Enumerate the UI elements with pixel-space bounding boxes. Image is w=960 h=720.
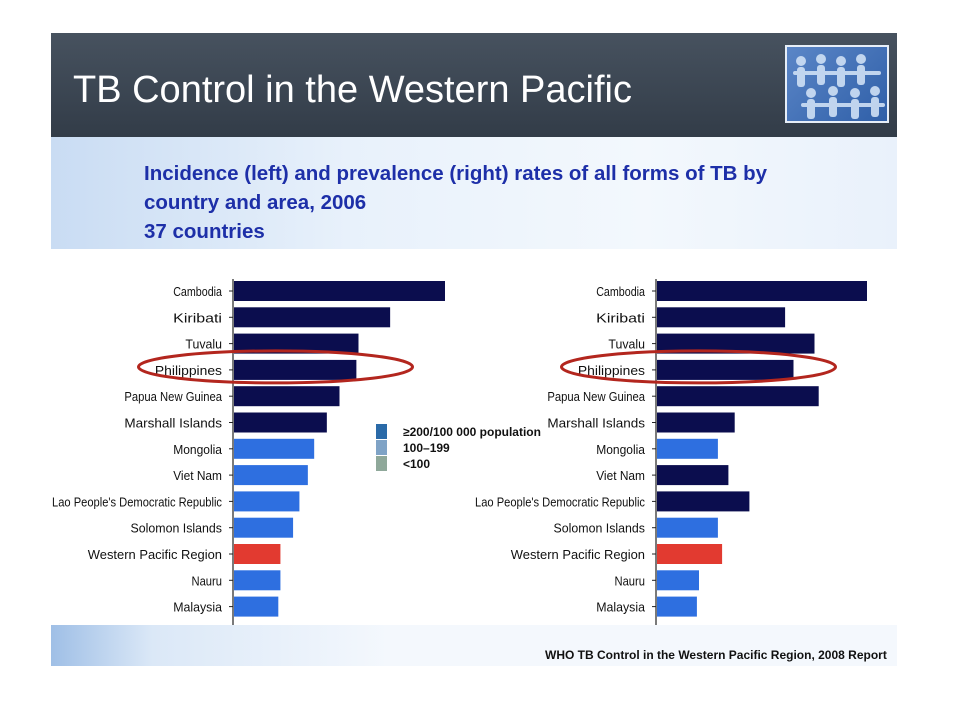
incidence-chart: Cambodia Kiribati Tuvalu Philippines Papua N… bbox=[52, 279, 445, 625]
incidence-category-label: Nauru bbox=[192, 573, 223, 588]
incidence-category-label: Western Pacific Region bbox=[88, 547, 222, 562]
prevalence-bar bbox=[657, 596, 697, 617]
source-citation: WHO TB Control in the Western Pacific Re… bbox=[545, 648, 887, 662]
incidence-category-label: Kiribati bbox=[173, 310, 222, 325]
incidence-category-label: Philippines bbox=[155, 363, 223, 378]
slide-title: TB Control in the Western Pacific bbox=[73, 69, 632, 111]
incidence-category-label: Viet Nam bbox=[173, 468, 222, 483]
incidence-category-label: Mongolia bbox=[173, 442, 223, 457]
prevalence-bar bbox=[657, 359, 794, 380]
prevalence-category-label: Tuvalu bbox=[608, 337, 645, 352]
incidence-highlight-ring bbox=[137, 349, 414, 385]
title-bar: TB Control in the Western Pacific bbox=[51, 33, 897, 137]
incidence-bar bbox=[234, 307, 391, 328]
incidence-category-label: Solomon Islands bbox=[131, 521, 223, 536]
subtitle-line-1: Incidence (left) and prevalence (right) … bbox=[144, 162, 768, 185]
prevalence-category-label: Cambodia bbox=[596, 284, 645, 299]
prevalence-bar bbox=[657, 465, 729, 486]
incidence-bar bbox=[234, 359, 357, 380]
prevalence-bar bbox=[657, 281, 867, 301]
people-chain-logo-icon bbox=[785, 45, 889, 123]
chart-area: Cambodia Kiribati Tuvalu Philippines Papua N… bbox=[51, 249, 897, 625]
incidence-category-label: Tuvalu bbox=[185, 337, 222, 352]
prevalence-bar bbox=[657, 307, 786, 328]
legend-label: 100–199 bbox=[403, 441, 450, 455]
subtitle-line-3: 37 countries bbox=[144, 220, 265, 243]
prevalence-category-label: Western Pacific Region bbox=[511, 547, 645, 562]
prevalence-highlight-ring bbox=[560, 349, 837, 385]
prevalence-category-label: Nauru bbox=[615, 573, 646, 588]
legend-swatch bbox=[376, 440, 387, 455]
incidence-category-label: Malaysia bbox=[173, 600, 223, 615]
footer-band bbox=[51, 625, 897, 666]
prevalence-bar bbox=[657, 438, 718, 459]
legend-label: ≥200/100 000 population bbox=[403, 425, 541, 439]
prevalence-bar bbox=[657, 570, 699, 591]
incidence-bar bbox=[234, 596, 279, 617]
prevalence-bar bbox=[657, 491, 750, 512]
incidence-bar bbox=[234, 386, 340, 407]
incidence-category-label: Papua New Guinea bbox=[124, 389, 222, 404]
subtitle-band bbox=[51, 137, 897, 249]
incidence-bar bbox=[234, 570, 281, 591]
prevalence-category-label: Solomon Islands bbox=[554, 521, 646, 536]
prevalence-category-label: Viet Nam bbox=[596, 468, 645, 483]
slide: TB Control in the Western Pacific bbox=[51, 33, 897, 666]
prevalence-bar bbox=[657, 333, 815, 354]
prevalence-category-label: Mongolia bbox=[596, 442, 646, 457]
incidence-category-label: Marshall Islands bbox=[124, 416, 222, 431]
legend-swatch bbox=[376, 424, 387, 439]
incidence-bar bbox=[234, 281, 445, 301]
chart-subtitle: Incidence (left) and prevalence (right) … bbox=[144, 159, 884, 246]
subtitle-line-2: country and area, 2006 bbox=[144, 191, 367, 214]
prevalence-bar bbox=[657, 517, 718, 538]
incidence-category-label: Cambodia bbox=[173, 284, 222, 299]
prevalence-category-label: Philippines bbox=[578, 363, 646, 378]
prevalence-bar bbox=[657, 386, 819, 407]
prevalence-category-label: Papua New Guinea bbox=[547, 389, 645, 404]
prevalence-category-label: Marshall Islands bbox=[547, 416, 645, 431]
prevalence-category-label: Lao People's Democratic Republic bbox=[475, 494, 645, 509]
legend-swatch bbox=[376, 456, 387, 471]
prevalence-category-label: Malaysia bbox=[596, 600, 646, 615]
prevalence-category-label: Kiribati bbox=[596, 310, 645, 325]
charts-svg: Cambodia Kiribati Tuvalu Philippines Papua N… bbox=[52, 279, 867, 625]
incidence-bar bbox=[234, 333, 359, 354]
prevalence-chart: Cambodia Kiribati Tuvalu Philippines Papua N… bbox=[475, 279, 867, 625]
incidence-bar bbox=[234, 491, 300, 512]
legend: ≥200/100 000 population 100–199 <100 bbox=[376, 424, 541, 471]
incidence-category-label: Lao People's Democratic Republic bbox=[52, 494, 222, 509]
incidence-bar bbox=[234, 517, 294, 538]
prevalence-bar bbox=[657, 544, 723, 564]
incidence-bar bbox=[234, 412, 327, 433]
incidence-bar bbox=[234, 465, 308, 486]
prevalence-bar bbox=[657, 412, 735, 433]
legend-label: <100 bbox=[403, 457, 430, 471]
incidence-bar bbox=[234, 438, 315, 459]
incidence-bar bbox=[234, 544, 281, 564]
